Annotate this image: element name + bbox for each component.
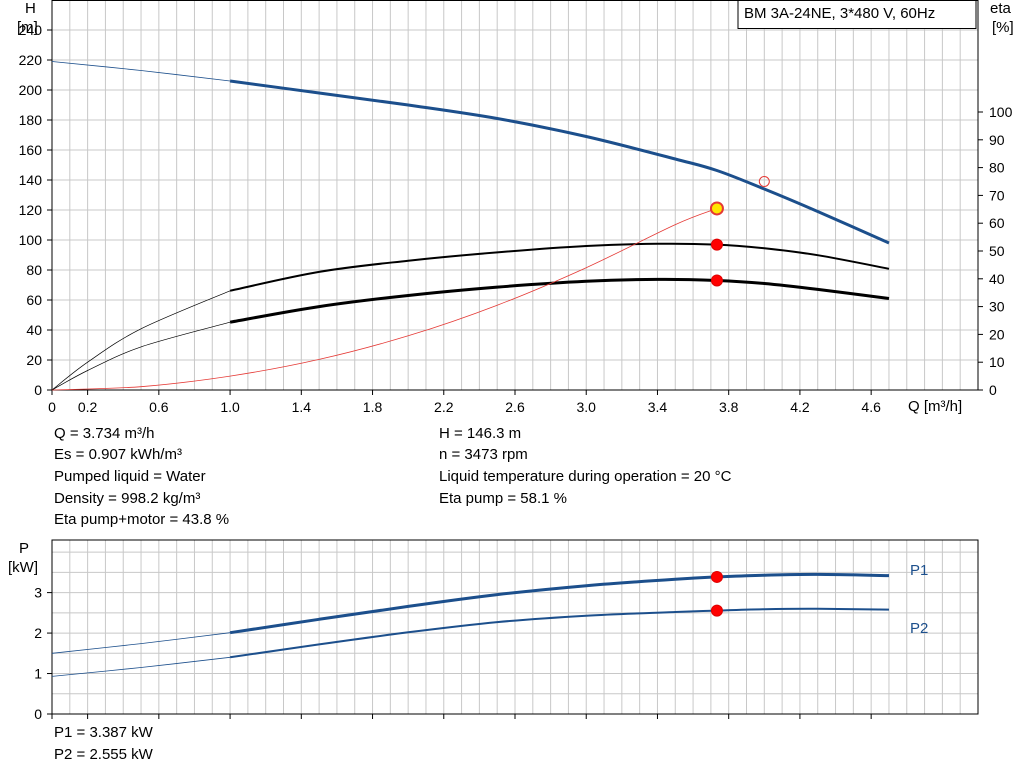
result-eta-pump: Eta pump = 58.1 %: [439, 490, 567, 508]
p-axis-label: P: [19, 540, 29, 558]
result-q: Q = 3.734 m³/h: [54, 425, 154, 443]
x-tick: 0: [48, 399, 56, 415]
x-tick: 4.6: [861, 399, 881, 415]
y-tick-right: 20: [989, 326, 1005, 342]
operating-point-marker: [711, 239, 722, 250]
y-tick-right: 70: [989, 187, 1005, 203]
y-tick-power: 3: [34, 585, 42, 601]
legend-p1: P1: [910, 562, 928, 580]
result-density: Density = 998.2 kg/m³: [54, 490, 200, 508]
x-tick: 1.8: [363, 399, 383, 415]
y-tick-left: 60: [26, 292, 42, 308]
power-operating-point: [711, 605, 722, 616]
x-tick: 2.2: [434, 399, 454, 415]
x-tick: 3.4: [648, 399, 668, 415]
y-tick-left: 220: [19, 52, 43, 68]
x-tick: 3.8: [719, 399, 739, 415]
y-tick-left: 120: [19, 202, 43, 218]
x-tick: 4.2: [790, 399, 810, 415]
y-tick-power: 2: [34, 625, 42, 641]
y-tick-left: 80: [26, 262, 42, 278]
y-tick-left: 100: [19, 232, 43, 248]
qh-plot: 0204060801001201401601802002202400102030…: [19, 0, 1013, 415]
y-tick-left: 200: [19, 82, 43, 98]
y-tick-right: 40: [989, 271, 1005, 287]
result-h: H = 146.3 m: [439, 425, 521, 443]
result-p2: P2 = 2.555 kW: [54, 746, 153, 764]
y-tick-right: 30: [989, 299, 1005, 315]
y-tick-right: 80: [989, 160, 1005, 176]
result-liquid: Pumped liquid = Water: [54, 468, 206, 486]
chart-title: BM 3A-24NE, 3*480 V, 60Hz: [744, 5, 935, 23]
x-tick: 3.0: [576, 399, 596, 415]
x-tick: 0.6: [149, 399, 169, 415]
operating-point-marker: [711, 275, 722, 286]
h-axis-unit: [m]: [17, 19, 38, 37]
result-p1: P1 = 3.387 kW: [54, 724, 153, 742]
result-temp: Liquid temperature during operation = 20…: [439, 468, 731, 486]
y-tick-right: 10: [989, 354, 1005, 370]
x-tick: 1.4: [292, 399, 312, 415]
eta-axis-unit: [%]: [992, 19, 1014, 37]
y-tick-power: 0: [34, 706, 42, 722]
y-tick-right: 100: [989, 104, 1013, 120]
y-tick-left: 40: [26, 322, 42, 338]
y-tick-left: 160: [19, 142, 43, 158]
h-axis-label: H: [25, 0, 36, 18]
y-tick-right: 0: [989, 382, 997, 398]
result-es: Es = 0.907 kWh/m³: [54, 446, 182, 464]
duty-point-marker: [711, 202, 723, 214]
legend-p2: P2: [910, 620, 928, 638]
y-tick-left: 140: [19, 172, 43, 188]
y-tick-left: 180: [19, 112, 43, 128]
y-tick-left: 20: [26, 352, 42, 368]
eta-total-curve: [230, 279, 889, 322]
y-tick-right: 50: [989, 243, 1005, 259]
x-tick: 2.6: [505, 399, 525, 415]
y-tick-right: 60: [989, 215, 1005, 231]
q-axis-label: Q [m³/h]: [908, 398, 962, 416]
result-n: n = 3473 rpm: [439, 446, 528, 464]
y-tick-power: 1: [34, 666, 42, 682]
y-tick-left: 0: [34, 382, 42, 398]
y-tick-right: 90: [989, 132, 1005, 148]
result-eta-pump-motor: Eta pump+motor = 43.8 %: [54, 511, 229, 529]
qh-curve: [230, 81, 889, 243]
p-axis-unit: [kW]: [8, 559, 38, 577]
power-operating-point: [711, 571, 722, 582]
x-tick: 1.0: [220, 399, 240, 415]
eta-axis-label: eta: [990, 0, 1011, 18]
power-plot: 0 1 2 3: [34, 540, 978, 722]
p1-curve: [230, 574, 889, 632]
x-tick: 0.2: [78, 399, 98, 415]
